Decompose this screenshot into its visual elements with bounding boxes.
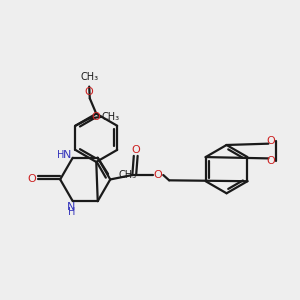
Text: H: H [68,207,75,217]
Text: N: N [63,150,71,161]
Text: O: O [154,170,163,180]
Text: O: O [28,174,37,184]
Text: O: O [266,156,275,166]
Text: CH₃: CH₃ [118,170,136,180]
Text: O: O [131,145,140,155]
Text: O: O [85,88,94,98]
Text: CH₃: CH₃ [102,112,120,122]
Text: H: H [57,150,64,161]
Text: O: O [266,136,275,146]
Text: N: N [67,202,75,212]
Text: CH₃: CH₃ [80,72,98,82]
Text: O: O [91,112,100,122]
